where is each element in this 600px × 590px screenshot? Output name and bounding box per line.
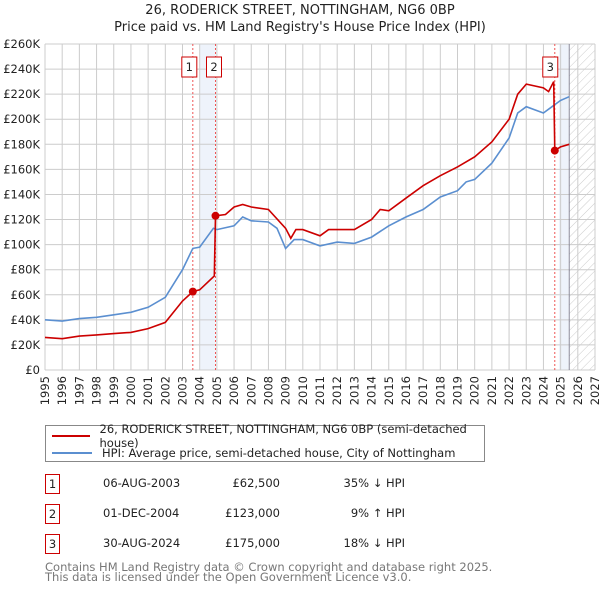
x-tick-label: 2017 <box>416 376 430 405</box>
sale-number: 2 <box>45 504 60 524</box>
x-tick-label: 2000 <box>124 376 138 405</box>
footer-licence: This data is licensed under the Open Gov… <box>45 570 412 584</box>
x-tick-label: 2004 <box>193 376 207 405</box>
sale-label-box <box>206 56 222 78</box>
y-tick-label: £260K <box>3 37 40 51</box>
sale-price: £175,000 <box>225 536 280 550</box>
hpi-line <box>44 95 570 322</box>
legend-swatch-blue <box>52 452 92 454</box>
sale-price: £123,000 <box>225 506 280 520</box>
shaded-range <box>199 44 216 370</box>
sale-point <box>188 287 197 296</box>
legend-item-property: 26, RODERICK STREET, NOTTINGHAM, NG6 0BP… <box>52 422 484 450</box>
sale-hpi-diff: 18% ↓ HPI <box>343 536 405 550</box>
legend: 26, RODERICK STREET, NOTTINGHAM, NG6 0BP… <box>45 422 485 462</box>
y-tick-label: £180K <box>3 137 40 151</box>
x-tick-label: 2014 <box>365 376 379 405</box>
y-tick-label: £80K <box>11 263 41 277</box>
x-tick-label: 2001 <box>141 376 155 405</box>
x-tick-label: 2027 <box>588 376 600 405</box>
chart-subtitle: Price paid vs. HM Land Registry's House … <box>114 20 486 35</box>
x-tick-label: 2022 <box>502 376 516 405</box>
sale-hpi-diff: 9% ↑ HPI <box>350 506 405 520</box>
sale-date: 30-AUG-2024 <box>103 536 181 550</box>
y-tick-label: £240K <box>3 62 40 76</box>
y-tick-label: £140K <box>3 187 40 201</box>
x-tick-label: 2013 <box>347 376 361 405</box>
forecast-hatch <box>569 44 595 370</box>
legend-label: HPI: Average price, semi-detached house,… <box>102 446 456 460</box>
x-tick-label: 2021 <box>485 376 499 405</box>
x-tick-label: 1996 <box>55 376 69 405</box>
x-tick-label: 2020 <box>468 376 482 405</box>
x-tick-label: 2023 <box>519 376 533 405</box>
price-chart: 1995 1996 1997 1998 1999 2000 2001 2002 2003 2004… <box>3 37 600 405</box>
x-tick-label: 2015 <box>382 376 396 405</box>
sale-point <box>211 211 220 220</box>
x-tick-label: 2010 <box>296 376 310 405</box>
sale-date: 01-DEC-2004 <box>103 506 180 520</box>
y-tick-label: £100K <box>3 238 40 252</box>
x-tick-label: 2016 <box>399 376 413 405</box>
x-tick-label: 1997 <box>72 376 86 405</box>
x-tick-label: 2003 <box>176 376 190 405</box>
sale-number: 1 <box>45 474 60 494</box>
x-tick-label: 1995 <box>38 376 52 405</box>
sale-label: 1 <box>186 60 193 74</box>
property-price-line <box>44 81 570 340</box>
sale-hpi-diff: 35% ↓ HPI <box>343 476 405 490</box>
x-tick-label: 2025 <box>554 376 568 405</box>
x-tick-label: 2006 <box>227 376 241 405</box>
sale-number: 3 <box>45 534 60 554</box>
legend-item-hpi: HPI: Average price, semi-detached house,… <box>52 445 455 461</box>
y-tick-label: £120K <box>3 213 40 227</box>
sale-label-box <box>542 56 559 78</box>
sale-label-box <box>181 56 198 78</box>
x-tick-label: 1998 <box>90 376 104 405</box>
y-tick-label: £200K <box>3 112 40 126</box>
shaded-range <box>558 44 569 370</box>
y-tick-label: £60K <box>11 288 41 302</box>
x-tick-label: 2019 <box>451 376 465 405</box>
y-tick-label: £20K <box>11 338 41 352</box>
legend-label: 26, RODERICK STREET, NOTTINGHAM, NG6 0BP… <box>99 422 467 450</box>
chart-title: 26, RODERICK STREET, NOTTINGHAM, NG6 0BP <box>145 3 455 18</box>
x-tick-label: 2012 <box>330 376 344 405</box>
y-tick-label: £220K <box>3 87 40 101</box>
x-tick-label: 2002 <box>158 376 172 405</box>
x-tick-label: 2008 <box>261 376 275 405</box>
x-tick-label: 2005 <box>210 376 224 405</box>
legend-swatch-red <box>52 435 90 437</box>
sale-label: 2 <box>210 60 217 74</box>
sale-date: 06-AUG-2003 <box>103 476 181 490</box>
x-tick-label: 2026 <box>571 376 585 405</box>
sale-price: £62,500 <box>232 476 280 490</box>
x-tick-label: 2024 <box>536 376 550 405</box>
x-tick-label: 2009 <box>279 376 293 405</box>
y-tick-label: £40K <box>11 313 41 327</box>
sale-label: 3 <box>547 60 554 74</box>
x-tick-label: 2007 <box>244 376 258 405</box>
y-tick-label: £0 <box>25 363 40 377</box>
x-tick-label: 2018 <box>433 376 447 405</box>
x-tick-label: 1999 <box>107 376 121 405</box>
x-tick-label: 2011 <box>313 376 327 405</box>
sale-point <box>550 146 559 155</box>
y-tick-label: £160K <box>3 162 40 176</box>
footer-copyright: Contains HM Land Registry data © Crown c… <box>45 560 493 574</box>
